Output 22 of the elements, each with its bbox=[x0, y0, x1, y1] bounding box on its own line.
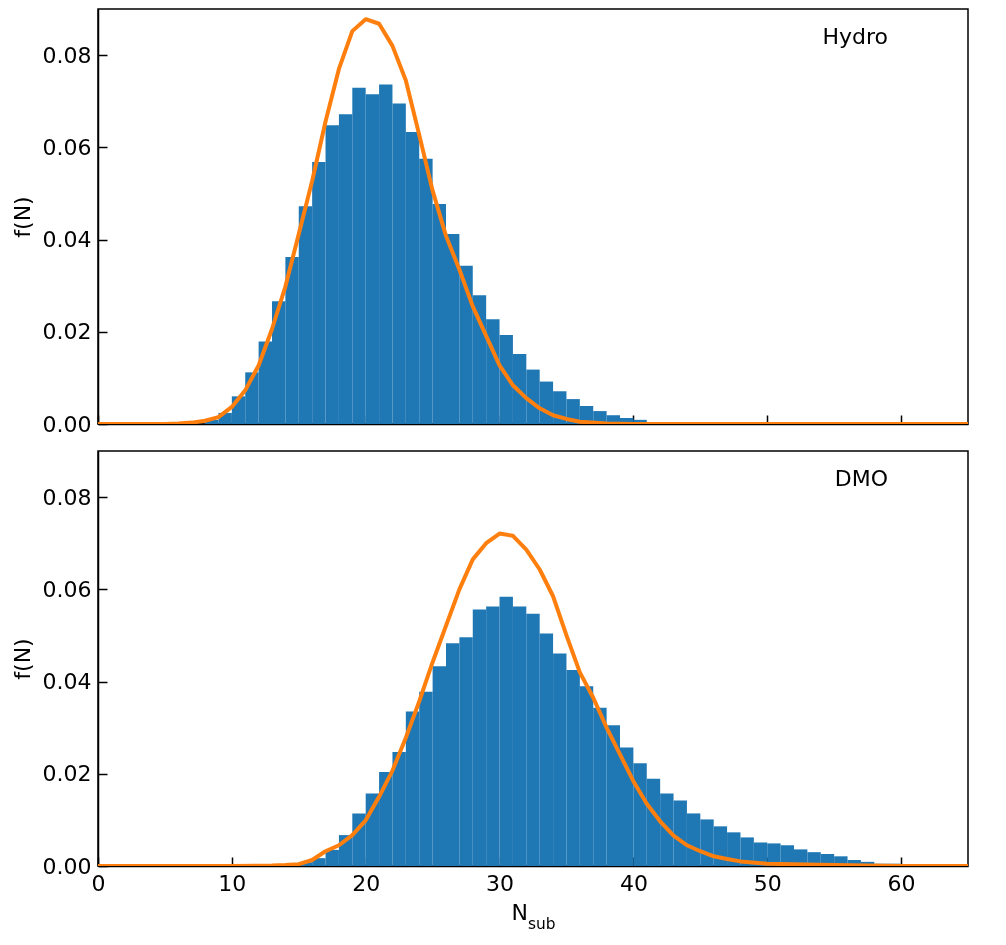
x-tick-label: 60 bbox=[887, 870, 916, 896]
y-axis-title: f(N) bbox=[9, 196, 35, 238]
y-tick-label: 0.00 bbox=[42, 853, 92, 879]
annotation: DMO bbox=[834, 466, 888, 491]
x-tick-label: 50 bbox=[753, 870, 782, 896]
x-tick-label: 20 bbox=[352, 870, 381, 896]
y-tick-label: 0.04 bbox=[42, 669, 92, 695]
y-tick-label: 0.02 bbox=[42, 319, 92, 345]
y-tick-label: 0.00 bbox=[42, 411, 92, 437]
x-tick-label: 0 bbox=[91, 870, 106, 896]
y-axis-title: f(N) bbox=[9, 638, 35, 680]
x-tick-label: 10 bbox=[218, 870, 247, 896]
y-tick-label: 0.06 bbox=[42, 134, 92, 160]
y-tick-label: 0.06 bbox=[42, 576, 92, 602]
y-tick-label: 0.04 bbox=[42, 227, 92, 253]
x-tick-label: 30 bbox=[486, 870, 515, 896]
y-tick-label: 0.08 bbox=[42, 484, 92, 510]
y-tick-label: 0.02 bbox=[42, 761, 92, 787]
annotation: Hydro bbox=[822, 24, 888, 49]
y-tick-label: 0.08 bbox=[42, 42, 92, 68]
x-axis-title: N$_{sub}$ bbox=[511, 899, 556, 933]
x-tick-label: 40 bbox=[619, 870, 648, 896]
